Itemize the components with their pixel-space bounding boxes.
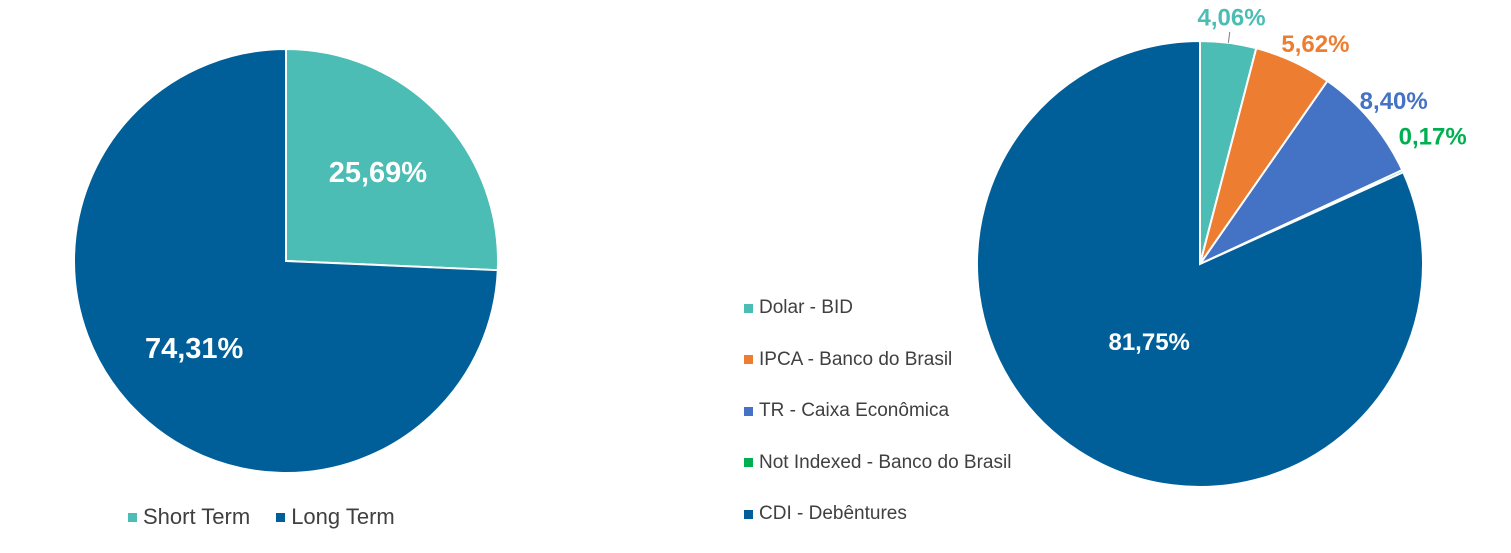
- data-label-ipca-banco-do-brasil: 5,62%: [1281, 31, 1349, 58]
- legend-label-not-indexed: Not Indexed - Banco do Brasil: [759, 451, 1012, 473]
- legend-swatch-cdi: [744, 509, 753, 519]
- legend-swatch-dolar-bid: [744, 303, 753, 313]
- legend-item-cdi: CDI - Debêntures: [744, 501, 1011, 527]
- legend-swatch-ipca: [744, 355, 753, 364]
- pie-slice-tr-caixa-econ-mica: [1197, 79, 1404, 267]
- legend-item-ipca: IPCA - Banco do Brasil: [744, 347, 1011, 373]
- pie-chart-maturity: 25,69% 74,31%: [73, 47, 499, 474]
- pie-slice-cdi-deb-ntures: [976, 39, 1424, 488]
- data-label-tr-caixa-econ-mica: 8,40%: [1360, 88, 1428, 115]
- legend-swatch-short-term: [128, 512, 137, 522]
- legend-indexers: Dolar - BID IPCA - Banco do Brasil TR - …: [744, 295, 1011, 553]
- legend-maturity: Short Term Long Term: [128, 504, 395, 530]
- pie-chart-indexers: 4,06% 5,62% 8,40% 0,17% 81,75%: [976, 5, 1467, 488]
- data-label-short-term: 25,69%: [329, 157, 428, 189]
- legend-label-long-term: Long Term: [291, 504, 395, 529]
- legend-label-short-term: Short Term: [143, 504, 251, 529]
- data-label-cdi-deb-ntures: 81,75%: [1108, 329, 1189, 356]
- legend-item-not-indexed: Not Indexed - Banco do Brasil: [744, 450, 1011, 476]
- legend-swatch-tr: [744, 406, 753, 416]
- legend-item-short-term: Short Term: [128, 504, 250, 530]
- data-label-dolar-bid: 4,06%: [1198, 5, 1266, 32]
- leader-line-dolar-bid: [1227, 31, 1231, 43]
- legend-item-tr: TR - Caixa Econômica: [744, 398, 1011, 424]
- data-label-long-term: 74,31%: [145, 333, 244, 365]
- legend-item-dolar-bid: Dolar - BID: [744, 295, 1011, 321]
- legend-item-long-term: Long Term: [276, 504, 395, 530]
- legend-label-ipca: IPCA - Banco do Brasil: [759, 348, 953, 370]
- data-label-not-indexed-banco-do-brasil: 0,17%: [1399, 124, 1467, 151]
- legend-label-cdi: CDI - Debêntures: [759, 503, 907, 524]
- legend-label-tr: TR - Caixa Econômica: [759, 400, 950, 421]
- pie-slice-long-term: [73, 47, 499, 474]
- legend-label-dolar-bid: Dolar - BID: [759, 297, 853, 318]
- legend-swatch-not-indexed: [744, 458, 753, 467]
- pie-slice-short-term: [285, 47, 499, 272]
- legend-swatch-long-term: [276, 512, 286, 522]
